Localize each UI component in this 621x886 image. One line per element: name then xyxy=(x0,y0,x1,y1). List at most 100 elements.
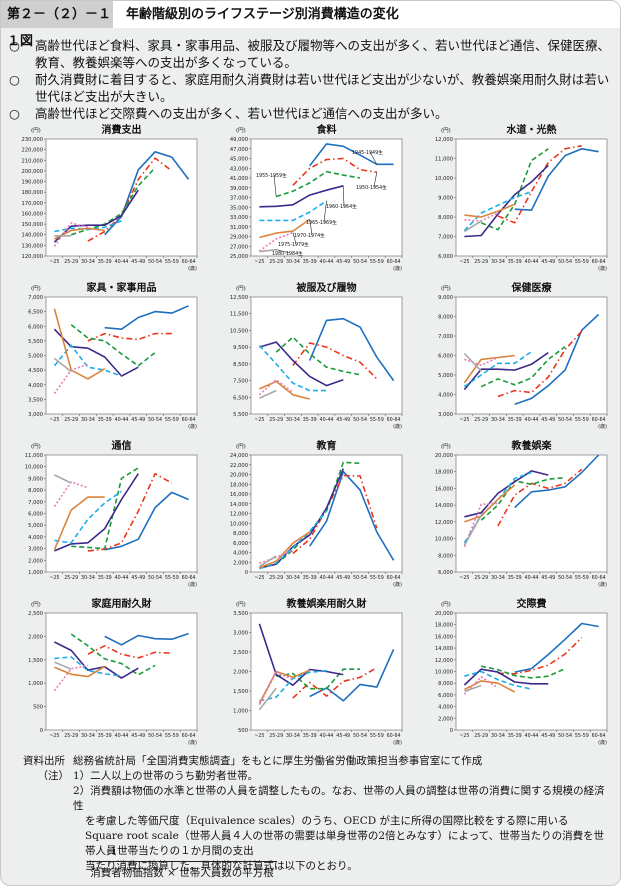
series-line: 1955-1959生 xyxy=(70,167,156,236)
y-tick-label: 130,000 xyxy=(22,243,43,249)
y-tick-label: 8,500 xyxy=(233,362,248,368)
line-chart: 教育 (円) 0 2,000 4,000 6,000 8,000 10,000 12,000 14… xyxy=(230,439,403,588)
y-axis-unit: (円) xyxy=(441,443,451,450)
x-tick-label: 50-54 xyxy=(558,259,572,265)
source-row: 資料出所 総務省統計局「全国消費実態調査」をもとに厚生労働省労働政策担当参事官室… xyxy=(23,754,613,769)
y-tick-label: 20,000 xyxy=(435,611,453,617)
chart-title: 水道・光熱 xyxy=(506,123,557,136)
y-tick-label: 2,000 xyxy=(28,558,43,564)
y-tick-label: 0 xyxy=(450,728,453,734)
series-line: 1960-1964生 xyxy=(463,668,549,686)
y-tick-label: 25,000 xyxy=(230,254,248,260)
series-line: 1970-1974生 xyxy=(53,496,105,551)
figure-title: 年齢階級別のライフステージ別消費構造の変化 xyxy=(126,7,399,22)
y-tick-label: 1,500 xyxy=(233,689,248,695)
plot-area xyxy=(45,612,198,731)
plot-area xyxy=(45,138,198,257)
x-axis-unit: (歳) xyxy=(393,265,402,272)
x-axis-unit: (歳) xyxy=(598,581,607,588)
y-tick-label: 45,000 xyxy=(230,157,248,163)
annotation-arrow xyxy=(292,232,297,245)
note-2-line: Square root scale（世帯人員４人の世帯の需要は単身世帯の2倍とみ… xyxy=(85,830,605,857)
x-tick-label: 35-39 xyxy=(98,575,112,581)
x-axis-unit: (歳) xyxy=(188,739,197,746)
y-tick-label: 3,500 xyxy=(28,397,43,403)
y-tick-label: 500 xyxy=(238,728,248,734)
x-tick-label: 40-44 xyxy=(320,259,334,265)
x-tick-label: 35-39 xyxy=(303,733,317,739)
series-line: 1945-1949生 xyxy=(104,305,189,331)
series-line: 1960-1964生 xyxy=(259,185,344,208)
y-tick-label: 37,000 xyxy=(230,196,248,202)
note-row: 2）消費額は物価の水準と世帯の人員を調整したもの。なお、世帯の人員の調整は世帯の… xyxy=(23,784,613,814)
series-line: 1950-1954生 xyxy=(292,342,378,380)
y-tick-label: 3,000 xyxy=(28,547,43,553)
y-tick-label: 9,000 xyxy=(438,196,453,202)
plot-area xyxy=(455,138,608,257)
y-tick-label: 10,000 xyxy=(435,537,453,543)
chart-title: 保健医療 xyxy=(511,281,552,294)
y-tick-label: 14,000 xyxy=(435,503,453,509)
series-line: 1955-1959生 xyxy=(71,467,139,550)
x-tick-label: 45-49 xyxy=(336,259,350,265)
x-tick-label: 50-54 xyxy=(148,733,162,739)
x-tick-label: 40-44 xyxy=(115,575,129,581)
chart-panel: 教養娯楽 (円) 6,000 8,000 10,000 12,000 14,000 16,00… xyxy=(411,435,616,592)
x-tick-label: 25-29 xyxy=(64,417,78,423)
x-axis-unit: (歳) xyxy=(598,423,607,430)
y-tick-label: 2,500 xyxy=(28,611,43,617)
line-chart: 通信 (円) 1,000 2,000 3,000 4,000 5,000 6,000 7,000… xyxy=(25,439,198,588)
series-line: 1965-1969生 xyxy=(259,669,327,702)
y-axis-unit: (円) xyxy=(31,601,41,608)
series-line: 1975-1979生 xyxy=(463,502,498,548)
x-tick-label: 40-44 xyxy=(525,259,539,265)
y-tick-label: 8,000 xyxy=(28,488,43,494)
series-line: 1980-1984生 xyxy=(53,357,72,373)
x-tick-label: 45-49 xyxy=(131,575,145,581)
note-2-line: 2）消費額は物価の水準と世帯の人員を調整したもの。なお、世帯の人員の調整は世帯の… xyxy=(73,785,605,812)
x-axis-unit: (歳) xyxy=(393,739,402,746)
summary-text: 耐久消費財に着目すると、家庭用耐久消費財は若い世代ほど支出が少ないが、教養娯楽用… xyxy=(35,72,610,104)
x-tick-label: 60-64 xyxy=(387,733,401,739)
annotation-arrow xyxy=(369,151,378,165)
y-tick-label: 170,000 xyxy=(22,201,43,207)
y-tick-label: 1,000 xyxy=(28,681,43,687)
x-axis-unit: (歳) xyxy=(188,581,197,588)
x-tick-label: 25-29 xyxy=(474,417,488,423)
x-tick-label: 55-59 xyxy=(165,575,179,581)
y-tick-label: 11,000 xyxy=(435,157,453,163)
x-tick-label: 45-49 xyxy=(131,733,145,739)
x-tick-label: 55-59 xyxy=(370,259,384,265)
y-tick-label: 4,000 xyxy=(233,551,248,557)
series-line: 1975-1979生 xyxy=(463,676,499,695)
x-tick-label: 40-44 xyxy=(115,733,129,739)
cohort-label: 1965-1969生 xyxy=(306,219,337,226)
y-tick-label: 7,500 xyxy=(233,379,248,385)
y-tick-label: 210,000 xyxy=(22,158,43,164)
series-line: 1950-1954生 xyxy=(497,145,582,224)
series-line: 1965-1969生 xyxy=(54,220,122,233)
series-line: 1960-1964生 xyxy=(463,351,549,391)
y-tick-label: 12,500 xyxy=(230,295,248,301)
y-tick-label: 7,000 xyxy=(438,235,453,241)
series-line: 1945-1949生 xyxy=(104,491,189,551)
y-axis-unit: (円) xyxy=(31,285,41,292)
series-line: 1970-1974生 xyxy=(259,380,310,400)
y-tick-label: 8,000 xyxy=(233,531,248,537)
chart-title: 被服及び履物 xyxy=(297,281,357,294)
chart-panel: 食料 (円) 25,000 27,000 29,000 31,000 33,000 35,00… xyxy=(206,119,411,276)
y-tick-label: 10,000 xyxy=(25,465,43,471)
summary-item: ○ 高齢世代ほど交際費への支出が多く、若い世代ほど通信への支出が多い。 xyxy=(9,105,615,122)
x-axis-unit: (歳) xyxy=(598,739,607,746)
x-tick-label: 30-34 xyxy=(81,733,95,739)
x-tick-label: 60-64 xyxy=(182,417,196,423)
x-tick-label: 50-54 xyxy=(148,417,162,423)
y-tick-label: 3,000 xyxy=(28,412,43,418)
series-line: 1950-1954生 xyxy=(87,332,172,342)
y-tick-label: 20,000 xyxy=(230,473,248,479)
y-tick-label: 41,000 xyxy=(230,176,248,182)
y-tick-label: 6,500 xyxy=(233,395,248,401)
x-tick-label: 45-49 xyxy=(336,575,350,581)
y-tick-label: 9,500 xyxy=(233,345,248,351)
x-tick-label: ~25 xyxy=(459,733,469,739)
